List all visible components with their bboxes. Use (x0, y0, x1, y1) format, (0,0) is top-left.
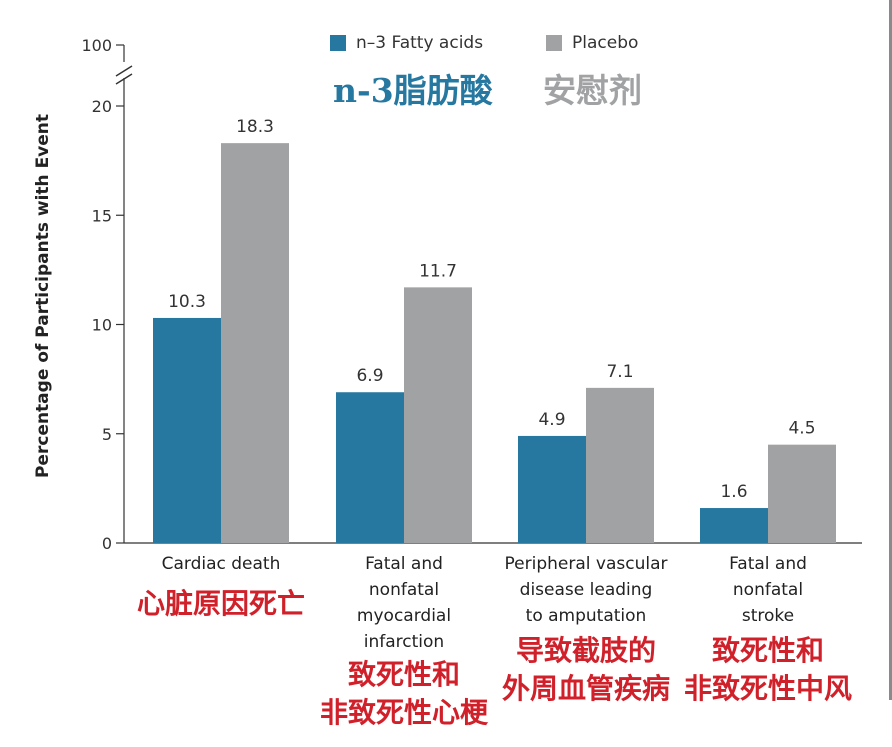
x-tick-label-line: Fatal and (729, 554, 807, 574)
y-tick-label: 15 (92, 206, 112, 225)
bar-value-label: 7.1 (606, 362, 633, 382)
legend-label-fatty-acids-cn: n-3脂肪酸 (333, 71, 493, 110)
x-tick-label-line: Cardiac death (161, 554, 281, 574)
axis-break-mark (115, 65, 133, 77)
y-tick-label: 100 (81, 36, 112, 55)
x-tick-label-line: Fatal and (365, 554, 443, 574)
bar-placebo (221, 143, 289, 543)
legend-swatch-placebo (546, 35, 562, 51)
category-label-cn: 心脏原因死亡 (111, 585, 331, 623)
y-tick-label: 0 (102, 534, 112, 553)
x-tick-label-line: Peripheral vascular (504, 554, 668, 574)
bar-placebo (586, 387, 654, 543)
x-tick-label: Fatal and nonfatal stroke (663, 551, 873, 629)
category-label-cn-line: 外周血管疾病 (501, 672, 670, 705)
bar-value-label: 18.3 (236, 117, 274, 137)
legend-label-fatty-acids: n–3 Fatty acids (356, 33, 484, 53)
bar-fatty-acids (336, 392, 404, 543)
y-tick-label: 20 (92, 97, 112, 116)
y-tick-label: 5 (102, 425, 112, 444)
x-tick-label-line: nonfatal (732, 580, 804, 600)
bar-value-label: 4.9 (538, 410, 565, 430)
bar-value-label: 11.7 (419, 261, 457, 281)
x-tick-label-line: myocardial (356, 606, 452, 626)
bar-fatty-acids (518, 435, 586, 543)
bar-value-label: 6.9 (356, 366, 383, 386)
x-tick-label: Cardiac death (116, 551, 326, 577)
category-label-cn-line: 非致死性中风 (683, 672, 852, 705)
legend-swatch-fatty-acids (330, 35, 346, 51)
bar-value-label: 10.3 (168, 292, 206, 312)
x-tick-label-line: stroke (741, 606, 795, 626)
x-tick-label-line: nonfatal (368, 580, 440, 600)
legend-item-placebo: Placebo (546, 33, 638, 53)
bar-fatty-acids (153, 317, 221, 543)
x-tick-label-line: to amputation (525, 606, 647, 626)
bar-fatty-acids (700, 508, 768, 543)
category-label-cn-line: 导致截肢的 (515, 634, 656, 667)
category-label-cn-line: 致死性和 (347, 658, 460, 691)
x-tick-label: Fatal and nonfatal myocardial infarction (299, 551, 509, 655)
axis-break-mark (115, 73, 133, 85)
bar-placebo (768, 444, 836, 543)
bar-placebo (404, 287, 472, 543)
legend-label-placebo: Placebo (572, 33, 639, 53)
legend-label-placebo-cn: 安慰剂 (543, 71, 642, 110)
bar-value-label: 1.6 (720, 482, 747, 502)
y-axis-label: Percentage of Participants with Event (33, 113, 53, 479)
x-tick-label: Peripheral vascular disease leading to amp… (481, 551, 691, 629)
x-tick-label-line: infarction (363, 632, 445, 652)
category-label-cn: 导致截肢的外周血管疾病 (476, 632, 696, 708)
bar-value-label: 4.5 (788, 419, 815, 439)
category-label-cn: 致死性和非致死性中风 (658, 632, 878, 708)
legend-item-fatty-acids: n–3 Fatty acids (330, 33, 483, 53)
category-label-cn-line: 非致死性心梗 (319, 696, 488, 729)
category-label-cn-line: 致死性和 (711, 634, 824, 667)
y-tick-label: 10 (92, 316, 112, 335)
x-tick-label-line: disease leading (519, 580, 653, 600)
category-label-cn-line: 心脏原因死亡 (136, 587, 305, 620)
category-label-cn: 致死性和非致死性心梗 (294, 656, 514, 732)
frame-border (889, 0, 892, 700)
